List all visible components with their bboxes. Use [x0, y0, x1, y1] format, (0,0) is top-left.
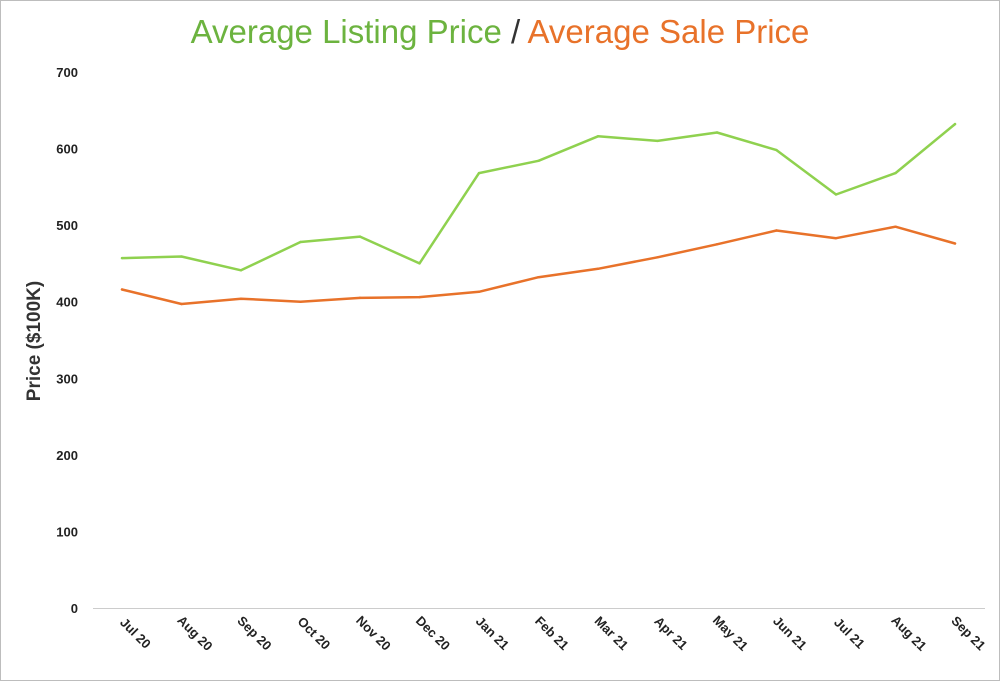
data-point	[537, 159, 540, 163]
x-tick-label: Apr 21	[651, 614, 690, 653]
data-point	[656, 139, 659, 143]
data-point	[953, 242, 957, 245]
data-point	[715, 243, 719, 246]
data-point	[834, 193, 838, 196]
x-tick-label: Feb 21	[532, 613, 572, 653]
data-point	[180, 302, 183, 306]
y-axis-label: Price ($100K)	[24, 281, 45, 401]
data-point	[596, 267, 600, 270]
x-tick-label: Jul 21	[831, 615, 868, 652]
data-point	[596, 135, 600, 138]
series-line-listing-price	[120, 122, 957, 272]
data-point	[120, 288, 124, 291]
x-tick-label: Sep 21	[948, 613, 988, 653]
y-tick-label: 200	[56, 448, 78, 463]
y-tick-label: 300	[56, 371, 78, 386]
data-point	[418, 262, 421, 265]
data-point	[180, 255, 183, 258]
y-tick-label: 100	[56, 524, 78, 539]
title-sale: Average Sale Price	[527, 13, 810, 50]
x-tick-label: Aug 20	[174, 613, 215, 654]
data-point	[834, 236, 838, 240]
x-tick-label: Mar 21	[592, 613, 632, 653]
data-point	[358, 235, 362, 238]
x-tick-label: Jul 20	[117, 615, 154, 652]
y-tick-label: 600	[56, 142, 78, 157]
data-point	[656, 256, 659, 259]
data-point	[239, 269, 243, 272]
data-point	[715, 131, 719, 134]
data-point	[537, 276, 540, 279]
data-point	[775, 148, 778, 152]
title-listing: Average Listing Price	[190, 13, 502, 50]
title-separator: /	[510, 13, 521, 50]
series-line-sale-price	[120, 225, 957, 306]
chart-title: Average Listing Price / Average Sale Pri…	[0, 10, 1000, 54]
data-point	[299, 300, 302, 303]
y-tick-label: 400	[56, 295, 78, 310]
data-point	[358, 296, 362, 300]
data-point	[775, 229, 778, 232]
x-tick-label: Jun 21	[770, 613, 810, 653]
x-tick-label: May 21	[710, 613, 751, 654]
y-tick-layer: 0 100 200 300 400 500 600 700	[56, 65, 78, 616]
x-tick-label: Jan 21	[473, 614, 512, 653]
y-tick-label: 500	[56, 218, 78, 233]
x-tick-label: Sep 20	[234, 613, 274, 653]
x-tick-label: Dec 20	[413, 613, 453, 653]
series-layer	[120, 122, 957, 306]
data-point	[299, 240, 302, 244]
x-tick-label: Aug 21	[888, 613, 929, 654]
y-tick-label: 0	[71, 601, 78, 616]
x-tick-label: Oct 20	[295, 614, 334, 653]
data-point	[418, 295, 421, 299]
y-tick-label: 700	[56, 65, 78, 80]
data-point	[894, 225, 897, 228]
data-point	[120, 256, 124, 260]
data-point	[953, 122, 957, 126]
data-point	[894, 171, 897, 175]
x-tick-label: Nov 20	[353, 613, 394, 654]
data-point	[477, 290, 481, 293]
data-point	[239, 297, 243, 300]
data-point	[477, 171, 481, 175]
x-tick-layer: Jul 20 Aug 20 Sep 20 Oct 20 Nov 20 Dec 20 Jan …	[117, 613, 988, 654]
